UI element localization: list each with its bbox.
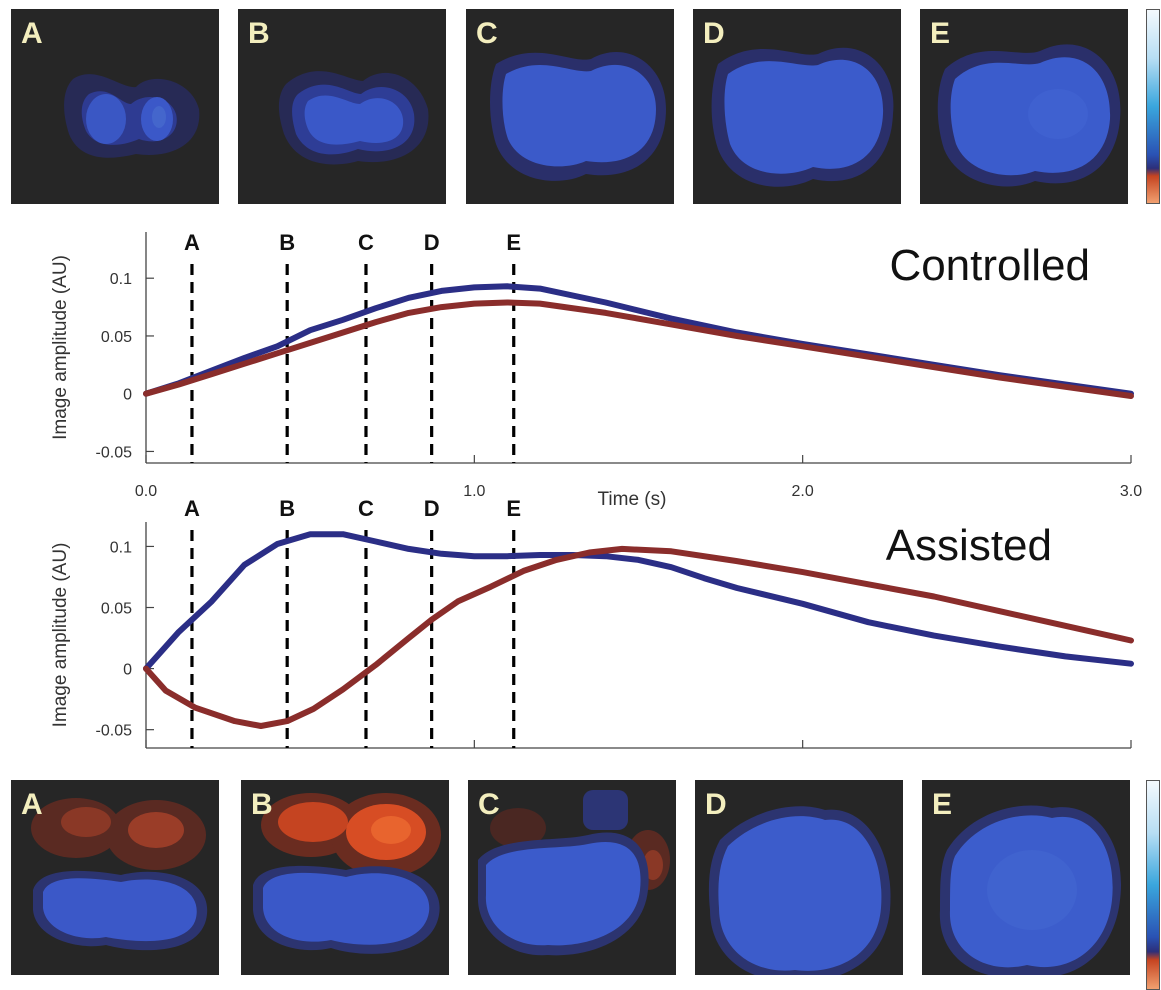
y-tick-label: -0.05 xyxy=(96,723,133,740)
x-tick-label: 0.0 xyxy=(135,483,157,500)
y-axis-label: Image amplitude (AU) xyxy=(50,255,71,440)
image-panel: C xyxy=(468,780,676,975)
panel-letter: D xyxy=(705,788,727,821)
y-tick-label: 0 xyxy=(123,387,132,404)
time-marker-label: C xyxy=(358,496,374,521)
panel-letter: A xyxy=(21,788,43,821)
image-panel: B xyxy=(241,780,449,975)
assisted-chart: -0.05 0 0.05 0.1 Image amplitude (AU) Assiste… xyxy=(50,496,1134,749)
image-panel: D xyxy=(693,9,901,204)
panel-letter: E xyxy=(932,788,953,821)
image-panel: B xyxy=(238,9,446,204)
time-marker-label: D xyxy=(424,496,440,521)
eit-image xyxy=(939,805,1121,975)
time-marker-label: D xyxy=(424,230,440,255)
y-tick-label: 0.05 xyxy=(101,329,132,346)
series-line xyxy=(143,531,1134,672)
eit-image xyxy=(31,798,208,951)
y-tick-label: 0.1 xyxy=(110,539,132,556)
time-marker-label: C xyxy=(358,230,374,255)
time-marker-label: E xyxy=(506,230,521,255)
image-panel: E xyxy=(920,9,1128,204)
series-line xyxy=(143,299,1134,399)
time-marker-label: E xyxy=(506,496,521,521)
image-panel: A xyxy=(11,9,219,204)
image-panel: E xyxy=(922,780,1130,975)
chart-title: Assisted xyxy=(886,521,1052,570)
panel-letter: A xyxy=(21,17,43,50)
y-axis-label: Image amplitude (AU) xyxy=(50,543,71,728)
colorbar xyxy=(1146,9,1160,204)
time-marker-label: B xyxy=(279,496,295,521)
image-panel: C xyxy=(466,9,674,204)
panel-letter: E xyxy=(930,17,951,50)
image-panel: A xyxy=(11,780,219,975)
eit-image xyxy=(708,806,891,975)
eit-image xyxy=(937,44,1121,187)
y-tick-label: 0 xyxy=(123,662,132,679)
eit-image xyxy=(64,74,200,158)
eit-image xyxy=(278,71,429,165)
panel-letter: C xyxy=(478,788,500,821)
panel-letter: B xyxy=(251,788,273,821)
eit-image xyxy=(253,793,441,954)
eit-image xyxy=(490,52,666,181)
x-axis-label: Time (s) xyxy=(598,489,667,510)
panel-letter: C xyxy=(476,17,498,50)
time-marker-label: A xyxy=(184,496,200,521)
eit-image xyxy=(477,790,670,956)
y-tick-label: -0.05 xyxy=(96,444,133,461)
x-tick-label: 3.0 xyxy=(1120,483,1142,500)
series-line xyxy=(143,545,1134,729)
eit-image xyxy=(711,47,894,187)
time-marker-label: A xyxy=(184,230,200,255)
time-marker-label: B xyxy=(279,230,295,255)
x-tick-label: 1.0 xyxy=(463,483,485,500)
y-tick-label: 0.1 xyxy=(110,271,132,288)
x-tick-label: 2.0 xyxy=(792,483,814,500)
chart-title: Controlled xyxy=(889,241,1090,290)
panel-letter: D xyxy=(703,17,725,50)
image-panel: D xyxy=(695,780,903,975)
controlled-chart: -0.05 0 0.05 0.1 0.0 1.0 2.0 3.0 Time (s) Image a… xyxy=(50,230,1142,510)
y-tick-label: 0.05 xyxy=(101,601,132,618)
panel-letter: B xyxy=(248,17,270,50)
